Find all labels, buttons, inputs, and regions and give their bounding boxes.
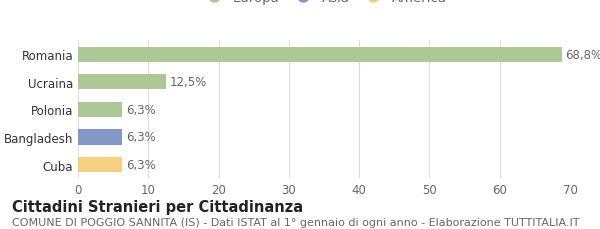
Bar [78, 102, 122, 117]
Text: 6,3%: 6,3% [126, 104, 155, 116]
Bar [78, 130, 122, 145]
Text: COMUNE DI POGGIO SANNITA (IS) - Dati ISTAT al 1° gennaio di ogni anno - Elaboraz: COMUNE DI POGGIO SANNITA (IS) - Dati IST… [12, 218, 580, 227]
Text: 6,3%: 6,3% [126, 158, 155, 171]
Text: 6,3%: 6,3% [126, 131, 155, 144]
Bar [78, 157, 122, 172]
Bar [78, 47, 562, 63]
Legend: Europa, Asia, America: Europa, Asia, America [196, 0, 452, 10]
Bar [78, 75, 166, 90]
Text: 12,5%: 12,5% [169, 76, 206, 89]
Text: 68,8%: 68,8% [565, 49, 600, 62]
Text: Cittadini Stranieri per Cittadinanza: Cittadini Stranieri per Cittadinanza [12, 199, 303, 214]
